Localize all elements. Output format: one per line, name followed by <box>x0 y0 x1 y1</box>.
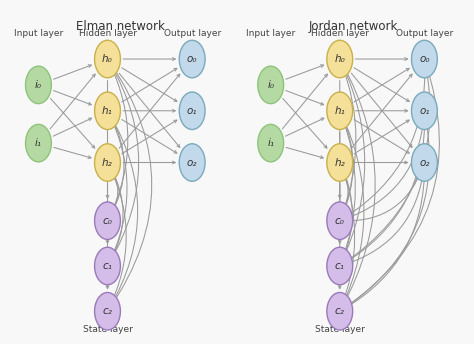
Text: o₁: o₁ <box>419 106 429 116</box>
Circle shape <box>411 40 438 78</box>
Text: o₀: o₀ <box>419 54 429 64</box>
Circle shape <box>327 247 353 285</box>
Text: Output layer: Output layer <box>164 29 221 37</box>
Circle shape <box>327 92 353 130</box>
Text: c₂: c₂ <box>335 306 345 316</box>
Text: Input layer: Input layer <box>14 29 63 37</box>
Circle shape <box>95 40 120 78</box>
Circle shape <box>95 247 120 285</box>
Text: Output layer: Output layer <box>396 29 453 37</box>
Circle shape <box>95 144 120 181</box>
Text: c₂: c₂ <box>102 306 112 316</box>
Text: Elman network: Elman network <box>76 20 165 33</box>
Text: Hidden layer: Hidden layer <box>79 29 137 37</box>
Circle shape <box>258 66 283 104</box>
Circle shape <box>258 124 283 162</box>
Text: c₀: c₀ <box>102 216 112 226</box>
Text: Jordan network: Jordan network <box>309 20 398 33</box>
Text: o₂: o₂ <box>187 158 197 168</box>
Circle shape <box>411 144 438 181</box>
Circle shape <box>327 144 353 181</box>
Circle shape <box>327 40 353 78</box>
Circle shape <box>327 292 353 330</box>
Circle shape <box>179 92 205 130</box>
Circle shape <box>179 40 205 78</box>
Circle shape <box>95 292 120 330</box>
Circle shape <box>411 92 438 130</box>
Text: h₂: h₂ <box>334 158 345 168</box>
Text: i₁: i₁ <box>35 138 42 148</box>
Text: h₀: h₀ <box>102 54 113 64</box>
Circle shape <box>26 66 51 104</box>
Text: i₁: i₁ <box>267 138 274 148</box>
Text: o₀: o₀ <box>187 54 197 64</box>
Text: State layer: State layer <box>315 325 365 334</box>
Circle shape <box>179 144 205 181</box>
Text: h₁: h₁ <box>334 106 345 116</box>
Circle shape <box>26 124 51 162</box>
Text: o₁: o₁ <box>187 106 197 116</box>
Text: h₀: h₀ <box>334 54 345 64</box>
Text: i₀: i₀ <box>35 80 42 90</box>
Text: h₁: h₁ <box>102 106 113 116</box>
Text: Input layer: Input layer <box>246 29 295 37</box>
Text: c₁: c₁ <box>102 261 112 271</box>
Circle shape <box>327 202 353 239</box>
Text: c₀: c₀ <box>335 216 345 226</box>
Text: State layer: State layer <box>82 325 132 334</box>
Circle shape <box>95 202 120 239</box>
Text: Hidden layer: Hidden layer <box>311 29 369 37</box>
Text: h₂: h₂ <box>102 158 113 168</box>
Text: c₁: c₁ <box>335 261 345 271</box>
Circle shape <box>95 92 120 130</box>
Text: o₂: o₂ <box>419 158 429 168</box>
Text: i₀: i₀ <box>267 80 274 90</box>
